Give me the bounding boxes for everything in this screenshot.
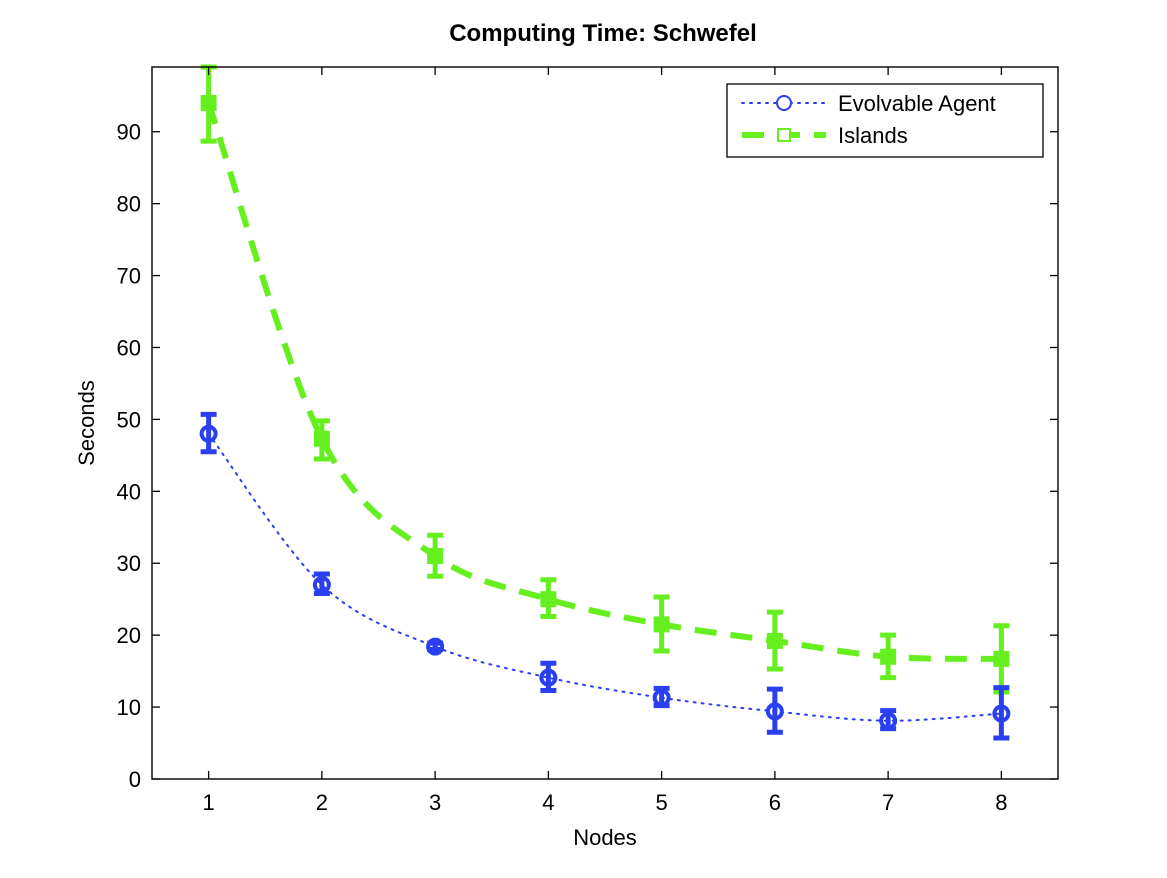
series-line (207, 432, 1003, 722)
legend-label: Evolvable Agent (838, 91, 996, 116)
data-point (993, 650, 1010, 667)
data-point (653, 616, 670, 633)
plot-frame (151, 66, 1059, 780)
y-tick-label: 20 (117, 623, 141, 648)
data-point (426, 637, 445, 656)
data-point (540, 591, 557, 608)
x-tick-label: 8 (995, 790, 1007, 815)
x-tick-label: 3 (429, 790, 441, 815)
y-tick-label: 90 (117, 120, 141, 145)
data-point (766, 632, 783, 649)
x-tick-label: 2 (316, 790, 328, 815)
data-point (765, 702, 784, 721)
y-tick-label: 30 (117, 551, 141, 576)
legend-entries: Evolvable Agent Islands (741, 91, 996, 148)
data-point (312, 575, 331, 594)
x-tick-label: 6 (769, 790, 781, 815)
data-point (992, 704, 1011, 723)
y-axis-label: Seconds (74, 380, 99, 466)
y-tick-label: 70 (117, 264, 141, 289)
data-point (652, 688, 671, 707)
y-tick-label: 40 (117, 479, 141, 504)
legend-marker (776, 95, 792, 111)
data-point (539, 668, 558, 687)
data-point (313, 430, 330, 447)
x-tick-label: 4 (542, 790, 554, 815)
y-tick-label: 10 (117, 695, 141, 720)
x-tick-label: 5 (656, 790, 668, 815)
legend-box (726, 83, 1044, 158)
legend-marker (777, 128, 791, 142)
x-axis-label: Nodes (573, 825, 637, 850)
series-0 (199, 411, 1011, 741)
data-point (879, 711, 898, 730)
y-tick-label: 0 (129, 767, 141, 792)
chart-title: Computing Time: Schwefel (449, 20, 757, 47)
y-tick-label: 50 (117, 407, 141, 432)
y-tick-label: 60 (117, 335, 141, 360)
data-point (427, 548, 444, 565)
data-point (880, 648, 897, 665)
series-layer (199, 64, 1011, 741)
x-tick-label: 1 (203, 790, 215, 815)
series-line (205, 102, 1002, 662)
legend-label: Islands (838, 123, 908, 148)
x-tick-label: 7 (882, 790, 894, 815)
data-point (200, 94, 217, 111)
data-point (199, 424, 218, 443)
y-tick-label: 80 (117, 192, 141, 217)
legend: Evolvable Agent Islands (726, 83, 1044, 158)
